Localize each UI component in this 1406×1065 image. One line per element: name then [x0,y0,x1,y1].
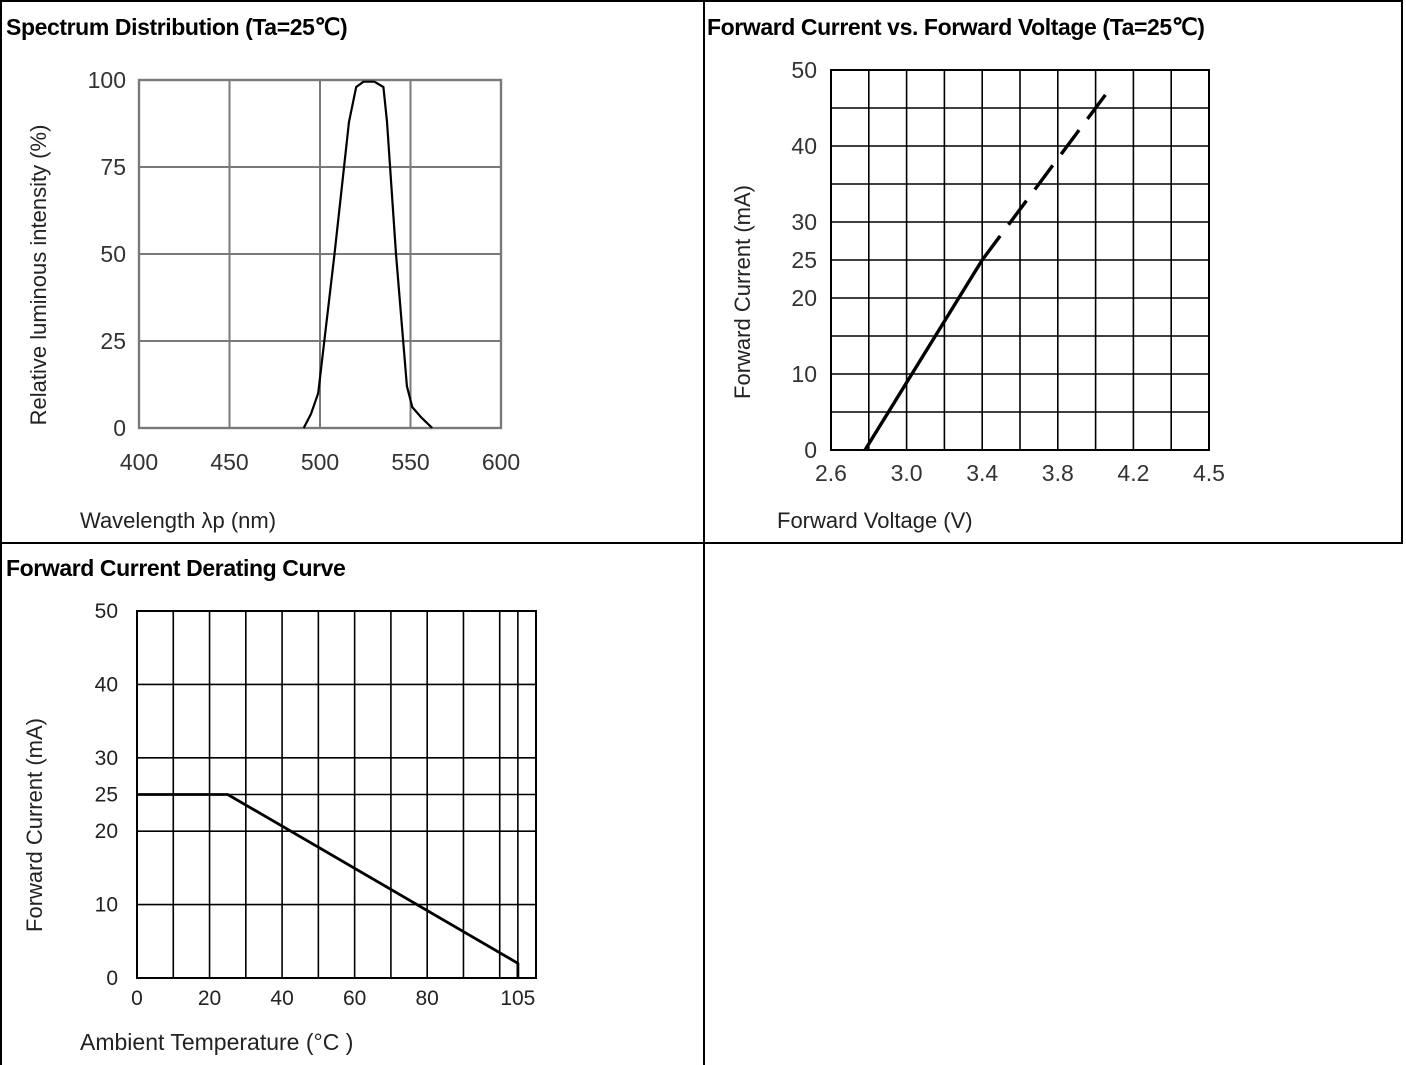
y-tick-label: 40 [95,673,118,696]
x-tick-label: 400 [120,449,158,475]
plot-frame [137,78,503,430]
x-tick-label: 450 [210,449,248,475]
x-tick-label: 4.5 [1193,460,1225,486]
y-tick-label: 50 [791,57,817,83]
x-tick-label: 3.4 [966,460,998,486]
y-tick-label: 25 [791,247,817,273]
data-line-dashed [980,84,1114,262]
data-line [863,259,984,451]
x-tick-label: 80 [416,987,439,1010]
plot-frame [830,69,1210,451]
y-tick-label: 75 [100,154,126,180]
y-tick-label: 30 [791,209,817,235]
x-axis-label: Forward Voltage (V) [777,508,973,533]
iv-chart-title: Forward Current vs. Forward Voltage (Ta=… [707,14,1205,40]
y-tick-label: 0 [106,967,118,990]
derating-chart-title: Forward Current Derating Curve [6,555,346,581]
x-tick-label: 105 [500,987,535,1010]
spectrum-chart-title: Spectrum Distribution (Ta=25℃) [6,14,348,40]
y-axis-label: Forward Current (mA) [730,185,755,399]
x-axis-label: Wavelength λp (nm) [80,508,276,533]
y-tick-label: 50 [100,241,126,267]
y-tick-label: 30 [95,747,118,770]
y-tick-label: 10 [791,361,817,387]
y-tick-label: 50 [95,600,118,623]
x-tick-label: 550 [391,449,429,475]
data-line [137,793,520,978]
y-tick-label: 0 [113,415,126,441]
y-tick-label: 20 [95,820,118,843]
x-tick-label: 600 [482,449,520,475]
panel-iv: Forward Current vs. Forward Voltage (Ta=… [704,0,1406,543]
y-tick-label: 20 [791,285,817,311]
y-axis-label: Relative luminous intensity (%) [26,125,51,426]
panel-empty [704,543,1406,1065]
panel-derating: Forward Current Derating Curve 0 20 40 60 80… [0,543,704,1065]
y-axis-label: Forward Current (mA) [22,718,47,932]
spectrum-chart: 400 450 500 550 600 0 25 50 75 100 Wavelength λp (… [26,67,520,533]
x-tick-label: 3.0 [891,460,923,486]
y-tick-label: 25 [95,784,118,807]
x-tick-label: 20 [198,987,221,1010]
y-tick-label: 10 [95,894,118,917]
x-tick-label: 60 [343,987,366,1010]
derating-chart: 0 20 40 60 80 105 0 10 20 25 30 40 50 Ambient Tempera… [22,600,537,1055]
panel-spectrum: Spectrum Distribution (Ta=25℃) 400 450 500… [0,0,704,543]
x-tick-label: 2.6 [815,460,847,486]
x-tick-label: 0 [131,987,143,1010]
y-tick-label: 25 [100,328,126,354]
x-tick-label: 4.2 [1117,460,1149,486]
x-tick-label: 500 [301,449,339,475]
data-line [302,80,433,429]
x-axis-label: Ambient Temperature (°C ) [80,1029,353,1055]
x-tick-label: 3.8 [1042,460,1074,486]
y-tick-label: 40 [791,133,817,159]
y-tick-label: 0 [804,437,817,463]
y-tick-label: 100 [88,67,126,93]
x-tick-label: 40 [270,987,293,1010]
iv-chart: 2.6 3.0 3.4 3.8 4.2 4.5 0 10 20 25 30 40 50 Forward V… [730,57,1225,533]
